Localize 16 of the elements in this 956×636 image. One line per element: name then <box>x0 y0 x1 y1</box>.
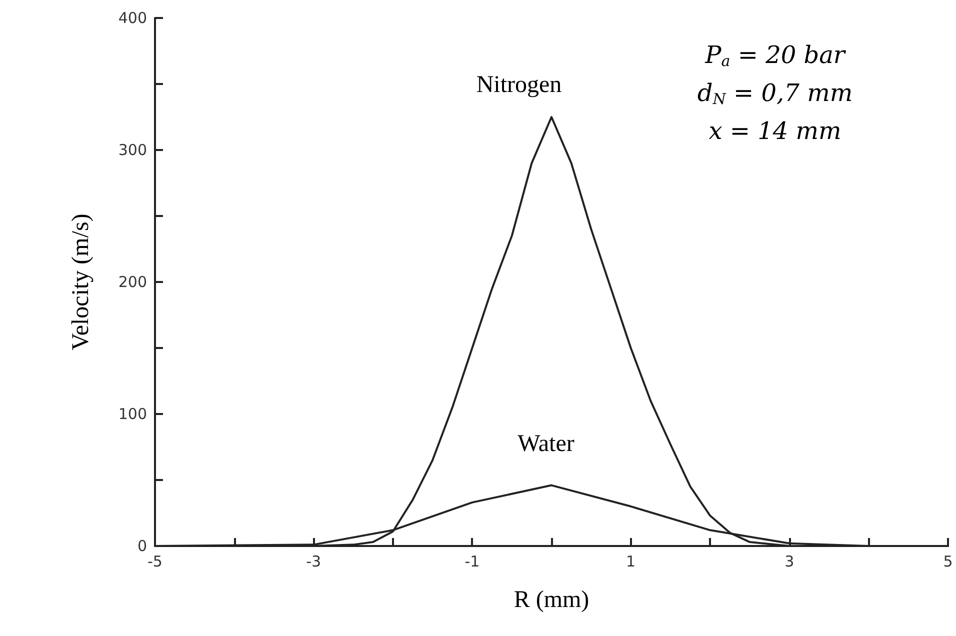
x-tick-label: 3 <box>784 552 794 570</box>
y-tick-label: 100 <box>118 405 147 423</box>
y-axis-title: Velocity (m/s) <box>68 214 94 350</box>
x-tick-label: -5 <box>148 552 162 570</box>
x-tick-label: -1 <box>464 552 480 570</box>
x-axis-title: R (mm) <box>514 587 590 613</box>
y-tick-label: 400 <box>118 9 147 27</box>
x-tick-label: 1 <box>626 552 636 570</box>
annotation: Water <box>518 431 574 457</box>
annotation: Nitrogen <box>476 72 562 98</box>
annotation: x = 14 mm <box>708 117 842 145</box>
x-tick-label: -3 <box>306 552 322 570</box>
y-tick-label: 0 <box>137 537 147 555</box>
x-tick-label: 5 <box>943 552 953 570</box>
y-tick-label: 300 <box>118 141 147 159</box>
y-tick-label: 200 <box>118 273 147 291</box>
